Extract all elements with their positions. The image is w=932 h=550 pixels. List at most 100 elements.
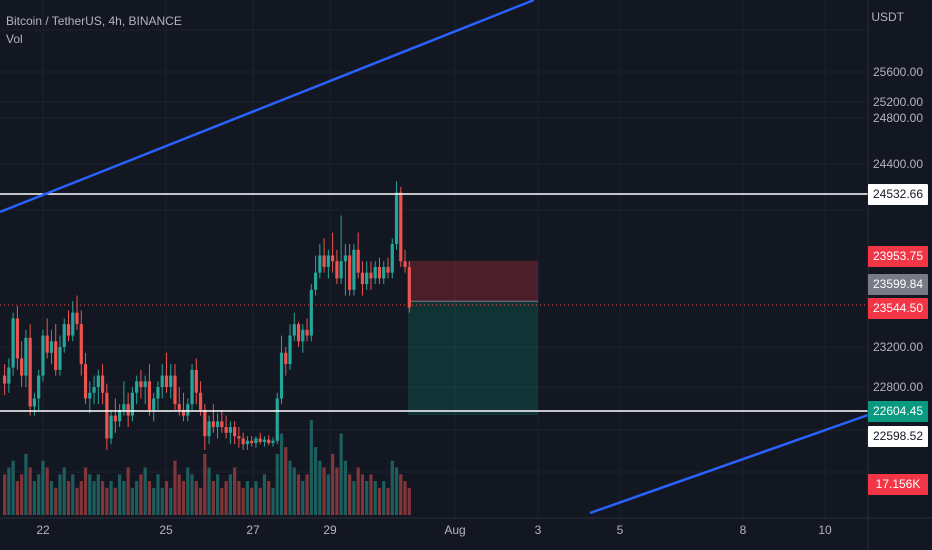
candle: [309, 284, 313, 342]
candle: [284, 347, 288, 376]
volume-bar: [198, 487, 203, 515]
volume-bar: [190, 474, 194, 515]
upper-trendline[interactable]: [0, 0, 535, 214]
volume-bar: [360, 474, 365, 515]
volume-bar: [407, 487, 411, 515]
support-price-label[interactable]: 22598.52: [868, 426, 928, 447]
candle: [211, 404, 215, 433]
time-tick-label: 27: [246, 523, 260, 537]
candle-body: [216, 421, 220, 428]
volume-bar: [32, 481, 37, 515]
volume-indicator-title[interactable]: Vol: [6, 32, 23, 46]
candle: [139, 369, 143, 399]
candle: [360, 261, 365, 296]
candle: [292, 312, 296, 342]
candle: [130, 387, 134, 422]
take-profit-price-label-bg: [868, 401, 928, 422]
candle: [322, 238, 326, 273]
take-profit-price-label[interactable]: 22604.45: [868, 401, 928, 422]
candle: [386, 257, 390, 279]
candle-body: [79, 324, 83, 365]
candle: [71, 301, 75, 342]
candle: [45, 318, 49, 359]
entry-price-label-text: 23599.84: [873, 277, 923, 291]
candle: [258, 432, 262, 445]
volume-bar: [24, 453, 28, 515]
entry-price-label[interactable]: 23599.84: [868, 274, 928, 295]
candle-body: [92, 387, 96, 393]
volume-bar: [288, 460, 292, 515]
volume-bar: [352, 481, 356, 515]
volume-bar: [109, 481, 113, 515]
volume-bar: [237, 481, 241, 515]
candle: [186, 398, 190, 422]
volume-bar: [160, 487, 164, 515]
candle: [181, 392, 186, 422]
volume-bar: [284, 447, 288, 515]
candle: [245, 436, 250, 450]
candle: [250, 436, 254, 447]
candle-body: [233, 427, 237, 437]
volume-bar: [275, 453, 279, 515]
candle: [96, 369, 100, 405]
volume-bar: [143, 467, 147, 515]
stop-loss-price-label[interactable]: 23953.75: [868, 246, 928, 267]
volume-label[interactable]: 17.156K: [868, 474, 928, 495]
volume-bar: [194, 481, 198, 515]
resistance-price-label[interactable]: 24532.66: [868, 184, 928, 205]
candle-body: [198, 392, 203, 410]
volume-bar: [335, 467, 339, 515]
candle-body: [75, 312, 79, 325]
candle-body: [28, 337, 32, 407]
symbol-title[interactable]: Bitcoin / TetherUS, 4h, BINANCE: [6, 14, 182, 28]
candle-body: [130, 392, 134, 416]
volume-bar: [267, 481, 271, 515]
candle: [296, 321, 301, 347]
time-tick-label: 22: [36, 523, 50, 537]
candle-body: [186, 404, 190, 416]
candle-body: [194, 369, 198, 393]
lower-trendline[interactable]: [589, 413, 869, 515]
candle-body: [54, 341, 58, 370]
candle-body: [96, 375, 100, 388]
volume-bar: [113, 487, 117, 515]
volume-bar: [262, 474, 267, 515]
candle-body: [407, 266, 411, 308]
candle: [288, 324, 292, 370]
candle-body: [331, 255, 335, 262]
candle-body: [356, 249, 360, 273]
volume-bar: [177, 474, 181, 515]
candle-body: [292, 324, 296, 336]
volume-bar: [118, 474, 122, 515]
take-profit-zone[interactable]: [408, 301, 538, 416]
candle-body: [403, 261, 407, 267]
volume-bar: [326, 474, 330, 515]
candle-body: [126, 404, 130, 416]
volume-bar: [386, 487, 390, 515]
volume-bar: [373, 481, 377, 515]
candle: [118, 404, 122, 428]
candle: [156, 381, 160, 410]
volume-bar: [181, 481, 186, 515]
candle: [301, 324, 305, 353]
candle-body: [49, 341, 54, 353]
volume-bar: [377, 487, 382, 515]
candle: [169, 364, 173, 399]
stop-loss-zone[interactable]: [408, 260, 538, 302]
candle-body: [296, 324, 301, 342]
candle-body: [220, 421, 224, 428]
price-axis-unit: USDT: [871, 10, 904, 24]
candle-body: [147, 381, 152, 410]
stop-loss-price-label-text: 23953.75: [873, 249, 923, 263]
candle: [24, 329, 28, 388]
candle: [32, 392, 37, 416]
candle-body: [203, 409, 207, 437]
volume-bar: [3, 474, 7, 515]
candle: [271, 437, 275, 447]
candle-body: [271, 440, 275, 444]
time-tick-label: 25: [159, 523, 173, 537]
last-price-label[interactable]: 23544.50: [868, 298, 928, 319]
candle-body: [32, 398, 37, 407]
candle-body: [369, 272, 373, 279]
